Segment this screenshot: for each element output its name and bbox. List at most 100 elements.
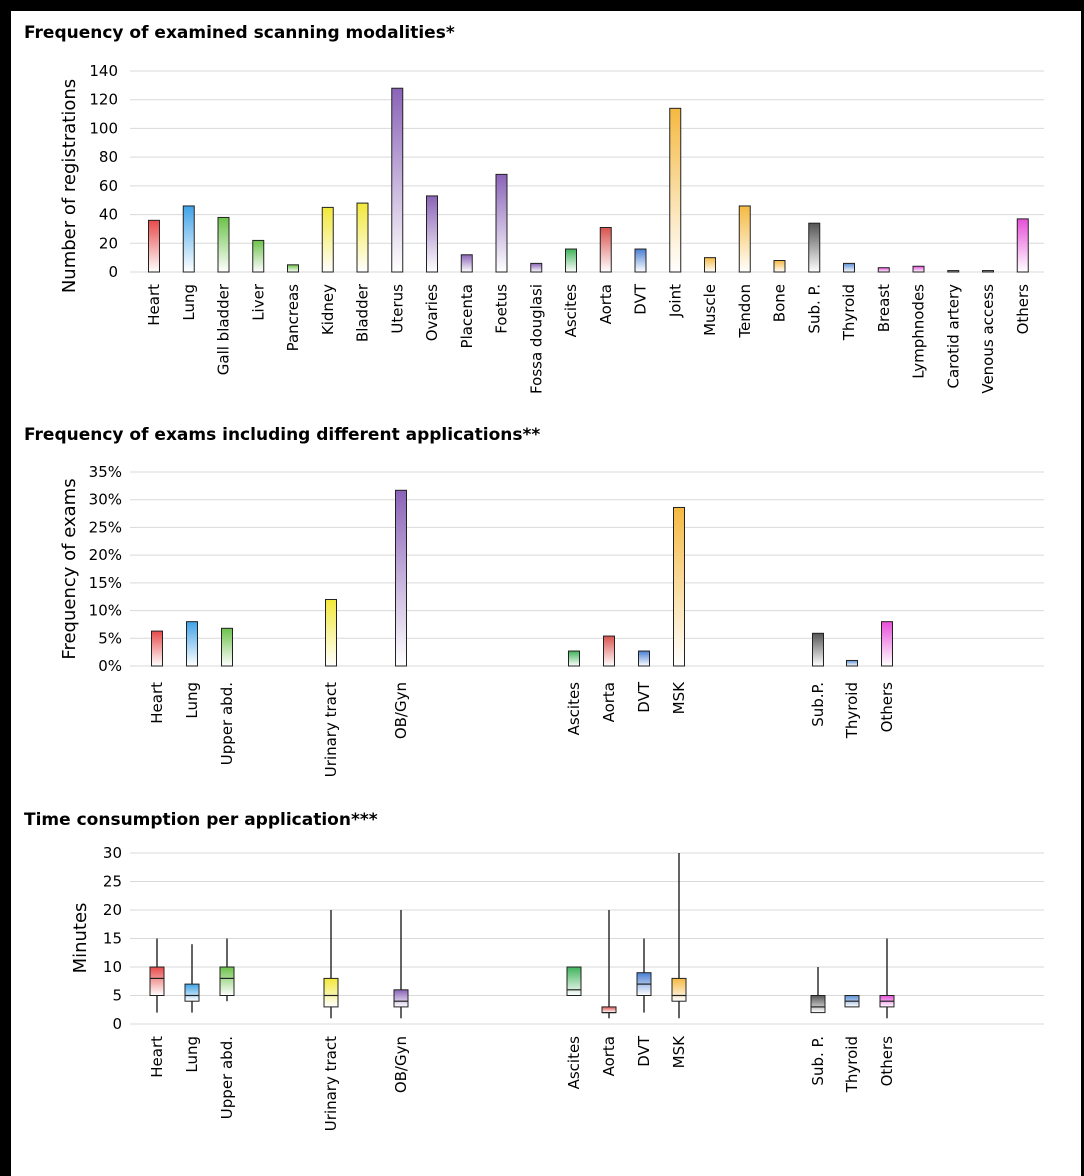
y-tick-label: 15 <box>103 930 122 948</box>
category-label: Ascites <box>562 284 580 338</box>
category-label: Bladder <box>354 283 372 342</box>
bar <box>568 650 580 667</box>
category-label: Joint <box>666 284 684 318</box>
category-label: MSK <box>670 681 688 714</box>
category-label: Aorta <box>600 1036 618 1076</box>
y-tick-label: 80 <box>99 148 118 166</box>
bar <box>808 222 821 273</box>
frame-left-border <box>0 0 11 1176</box>
frame-top-border <box>0 0 1084 11</box>
bar <box>846 659 858 667</box>
time-consumption-chart: Time consumption per application*** Minu… <box>24 810 1044 1131</box>
category-label: DVT <box>635 681 653 713</box>
y-tick-label: 5 <box>112 987 122 1005</box>
category-label: Sub. P. <box>805 284 823 334</box>
y-tick-label: 35% <box>89 463 122 481</box>
y-tick-label: 20 <box>99 234 118 252</box>
bar <box>638 650 650 667</box>
box <box>323 977 339 1008</box>
bar <box>217 216 230 273</box>
box <box>149 966 165 996</box>
bar <box>287 264 299 273</box>
bar <box>426 195 438 273</box>
chart-title: Frequency of exams including different a… <box>24 425 540 445</box>
category-label: Sub. P. <box>809 1036 827 1086</box>
category-label: Thyroid <box>843 682 861 739</box>
bar <box>599 226 612 273</box>
y-tick-label: 25 <box>103 873 122 891</box>
bar <box>603 635 615 667</box>
y-tick-label: 10 <box>103 958 122 976</box>
bar <box>252 239 265 273</box>
box <box>219 966 235 996</box>
chart-title: Time consumption per application*** <box>24 810 378 830</box>
bar <box>912 265 925 273</box>
box <box>393 989 409 1008</box>
bar <box>391 87 404 273</box>
category-label: Muscle <box>701 284 719 336</box>
y-axis-label: Frequency of exams <box>59 478 80 659</box>
box <box>601 1006 617 1014</box>
bar <box>843 262 855 273</box>
bar <box>773 260 786 273</box>
bar <box>186 621 198 667</box>
category-label: Ascites <box>565 1036 583 1090</box>
bar <box>321 206 334 273</box>
category-label: Thyroid <box>843 1036 861 1093</box>
y-tick-label: 10% <box>89 602 122 620</box>
category-label: OB/Gyn <box>392 682 410 739</box>
y-tick-label: 20 <box>103 901 122 919</box>
category-label: MSK <box>670 1035 688 1068</box>
frame-right-border <box>1081 0 1084 1176</box>
bar <box>221 627 233 667</box>
bar <box>356 202 369 273</box>
y-tick-label: 0 <box>108 263 118 281</box>
box <box>671 977 687 1002</box>
applications-chart: Frequency of exams including different a… <box>24 425 1044 777</box>
category-label: Thyroid <box>840 284 858 341</box>
category-label: Ovaries <box>423 284 441 341</box>
y-tick-label: 30% <box>89 491 122 509</box>
bar <box>495 173 508 273</box>
category-label: Ascites <box>565 682 583 736</box>
category-label: Kidney <box>319 284 337 335</box>
bar <box>947 270 960 273</box>
bar <box>812 632 824 667</box>
y-tick-label: 25% <box>89 518 122 536</box>
category-label: Urinary tract <box>322 682 340 777</box>
category-label: Liver <box>249 283 267 321</box>
y-tick-label: 20% <box>89 546 122 564</box>
y-axis-label: Minutes <box>70 903 91 974</box>
category-label: Heart <box>148 1036 166 1078</box>
category-label: Fossa douglasi <box>527 284 545 394</box>
y-tick-label: 0 <box>112 1015 122 1033</box>
bar <box>881 621 893 667</box>
bar <box>565 248 577 273</box>
category-label: Others <box>1014 284 1032 335</box>
modalities-chart: Frequency of examined scanning modalitie… <box>24 23 1044 394</box>
bar <box>738 205 751 273</box>
category-label: Heart <box>148 682 166 724</box>
category-label: OB/Gyn <box>392 1036 410 1093</box>
category-label: Heart <box>145 284 163 326</box>
category-label: Pancreas <box>284 284 302 352</box>
box <box>566 966 582 996</box>
bar <box>704 257 716 273</box>
y-tick-label: 15% <box>89 574 122 592</box>
bar <box>530 262 543 273</box>
category-label: Aorta <box>597 284 615 324</box>
category-label: Uterus <box>388 284 406 334</box>
bar <box>395 489 407 667</box>
category-label: Carotid artery <box>944 284 962 389</box>
category-label: Sub.P. <box>809 682 827 727</box>
bar <box>182 205 195 273</box>
y-tick-label: 30 <box>103 844 122 862</box>
category-label: Upper abd. <box>218 682 236 765</box>
category-label: Others <box>878 682 896 733</box>
category-label: Urinary tract <box>322 1036 340 1131</box>
category-label: Bone <box>771 284 789 322</box>
bar <box>634 248 647 273</box>
category-label: Lung <box>183 682 201 719</box>
category-label: Tendon <box>736 284 754 339</box>
bar <box>673 506 685 667</box>
